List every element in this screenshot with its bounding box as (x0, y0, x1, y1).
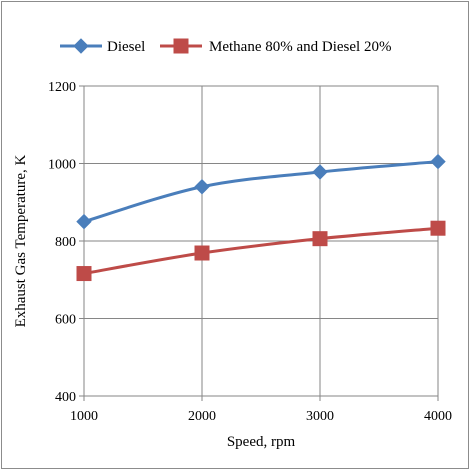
x-axis-title: Speed, rpm (227, 434, 296, 450)
data-point (430, 220, 446, 236)
legend-label: Diesel (107, 39, 145, 55)
data-point (76, 213, 92, 230)
y-tick-label: 800 (55, 235, 76, 250)
tick-labels: 400 600 800 1000 1200 1000 2000 3000 4000 (48, 80, 452, 424)
data-point (76, 266, 92, 282)
legend: Diesel Methane 80% and Diesel 20% (60, 38, 391, 55)
legend-marker (73, 38, 89, 54)
x-tick-label: 2000 (188, 409, 216, 424)
y-tick-label: 600 (55, 313, 76, 328)
y-tick-label: 400 (55, 390, 76, 405)
x-tick-label: 4000 (424, 409, 452, 424)
data-point (312, 164, 328, 180)
series-2 (76, 220, 446, 282)
legend-marker (173, 38, 189, 54)
x-tick-label: 3000 (306, 409, 334, 424)
series-line (83, 160, 439, 224)
series-layer (76, 153, 446, 282)
x-tick-label: 1000 (70, 409, 98, 424)
series-1 (76, 153, 446, 230)
data-point (194, 245, 210, 261)
data-point (430, 153, 446, 170)
y-axis-title: Exhaust Gas Temperature, K (13, 154, 29, 327)
data-point (194, 179, 210, 195)
y-tick-label: 1000 (48, 158, 76, 173)
data-point (312, 231, 328, 247)
legend-item-1: Diesel (60, 38, 145, 55)
legend-item-2: Methane 80% and Diesel 20% (160, 38, 391, 55)
y-tick-label: 1200 (48, 80, 76, 95)
legend-label: Methane 80% and Diesel 20% (209, 39, 391, 55)
series-line (83, 226, 439, 276)
